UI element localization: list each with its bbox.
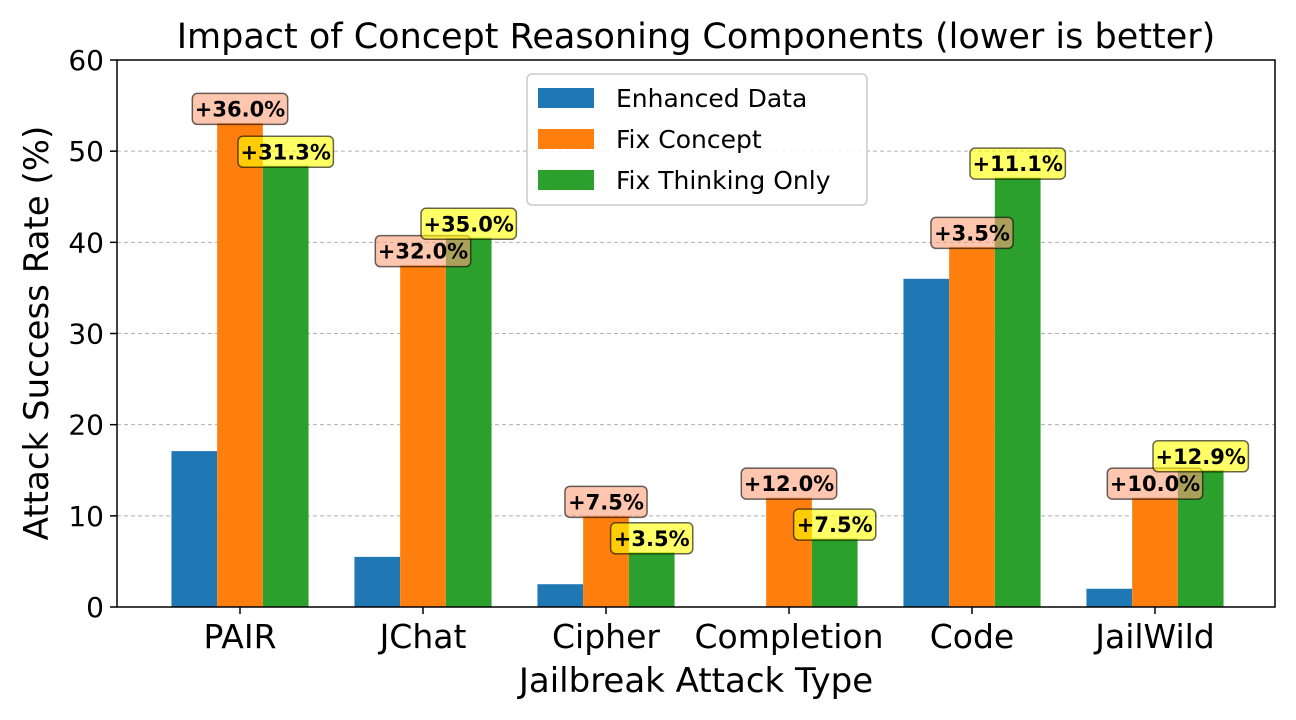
annotation-box — [420, 207, 518, 241]
x-axis-label: Jailbreak Attack Type — [517, 661, 873, 701]
annotation-label: +11.1% — [972, 152, 1062, 176]
annotation-label: +31.3% — [240, 140, 330, 164]
annotation-box — [930, 216, 1014, 250]
bar-enhanced-data-jailwild — [1086, 588, 1133, 607]
annotation-label: +36.0% — [195, 97, 285, 121]
annotation-box — [609, 522, 694, 555]
legend-label-enhanced-data: Enhanced Data — [616, 84, 807, 113]
annotation-box — [740, 467, 838, 500]
y-tick-label: 50 — [68, 135, 104, 168]
annotation-box — [237, 135, 335, 169]
legend-swatch-fix-thinking-only — [538, 170, 594, 190]
annotation-fix-concept-jailwild: +10.0% — [1106, 467, 1204, 500]
bar-fix-concept-jchat — [400, 265, 446, 607]
x-tick-label: JChat — [378, 617, 467, 656]
y-axis-ticks: 0 10 20 30 40 50 60 — [68, 44, 117, 624]
bar-fix-concept-code — [949, 246, 995, 607]
annotation-fix-thinking-only-pair: +31.3% — [237, 135, 335, 169]
legend-label-fix-thinking-only: Fix Thinking Only — [616, 166, 831, 195]
legend-label-fix-concept: Fix Concept — [616, 125, 762, 154]
bar-annotations: +36.0% +32.0% +7.5% +12.0% +3.5% +10.0% +31.3%… — [191, 92, 1250, 555]
legend-swatch-enhanced-data — [538, 88, 594, 108]
annotation-fix-concept-cipher: +7.5% — [564, 485, 648, 519]
y-tick-label: 20 — [68, 409, 104, 442]
annotation-label: +7.5% — [797, 513, 873, 537]
legend-swatch-fix-concept — [538, 129, 594, 149]
x-tick-label: Completion — [694, 617, 883, 656]
annotation-label: +12.9% — [1155, 445, 1245, 469]
annotation-box — [191, 92, 289, 126]
plot-frame — [116, 59, 1276, 608]
annotation-label: +32.0% — [378, 240, 468, 264]
x-tick-label: PAIR — [203, 617, 276, 656]
y-tick-label: 10 — [68, 500, 104, 533]
y-tick-label: 40 — [68, 226, 104, 259]
annotation-box — [1152, 440, 1250, 473]
annotation-fix-concept-completion: +12.0% — [740, 467, 838, 500]
bar-enhanced-data-cipher — [537, 584, 584, 607]
annotation-box — [792, 508, 877, 541]
bar-enhanced-data-pair — [171, 451, 218, 607]
bar-fix-thinking-only-cipher — [628, 552, 675, 607]
bar-fix-thinking-only-jchat — [445, 237, 492, 607]
annotation-fix-thinking-only-completion: +7.5% — [792, 508, 877, 541]
bar-fix-thinking-only-completion — [811, 538, 858, 607]
annotation-fix-thinking-only-jchat: +35.0% — [420, 207, 518, 241]
y-tick-label: 30 — [68, 318, 104, 351]
bar-fix-thinking-only-pair — [262, 165, 309, 607]
chart-title: Impact of Concept Reasoning Components (… — [177, 17, 1216, 57]
annotation-label: +3.5% — [614, 527, 690, 551]
annotation-label: +7.5% — [568, 490, 644, 514]
annotation-fix-thinking-only-cipher: +3.5% — [609, 522, 694, 555]
annotation-label: +3.5% — [934, 221, 1010, 245]
x-tick-label: JailWild — [1093, 617, 1214, 656]
annotation-box — [969, 147, 1067, 180]
legend: Enhanced Data Fix Concept Fix Thinking O… — [526, 73, 868, 206]
y-tick-label: 0 — [86, 591, 104, 624]
annotation-fix-concept-pair: +36.0% — [191, 92, 289, 126]
annotation-label: +10.0% — [1110, 472, 1200, 496]
bar-enhanced-data-jchat — [354, 556, 401, 607]
x-tick-label: Cipher — [552, 617, 660, 656]
y-axis-label: Attack Success Rate (%) — [17, 126, 57, 541]
x-axis-ticks: PAIR JChat Cipher Completion Code JailWild — [203, 607, 1215, 656]
x-tick-label: Code — [930, 617, 1014, 656]
legend-frame — [526, 73, 868, 206]
annotation-box — [564, 485, 648, 519]
annotation-fix-concept-code: +3.5% — [930, 216, 1014, 250]
bars — [171, 122, 1224, 608]
bar-fix-thinking-only-code — [994, 177, 1041, 608]
annotation-fix-concept-jchat: +32.0% — [374, 234, 472, 268]
y-tick-label: 60 — [68, 44, 104, 77]
annotation-label: +35.0% — [423, 212, 513, 236]
annotation-fix-thinking-only-code: +11.1% — [969, 147, 1067, 180]
bar-enhanced-data-code — [903, 278, 950, 607]
bar-fix-concept-jailwild — [1132, 497, 1178, 607]
annotation-label: +12.0% — [744, 472, 834, 496]
annotation-fix-thinking-only-jailwild: +12.9% — [1152, 440, 1250, 473]
bar-fix-concept-pair — [217, 122, 263, 607]
